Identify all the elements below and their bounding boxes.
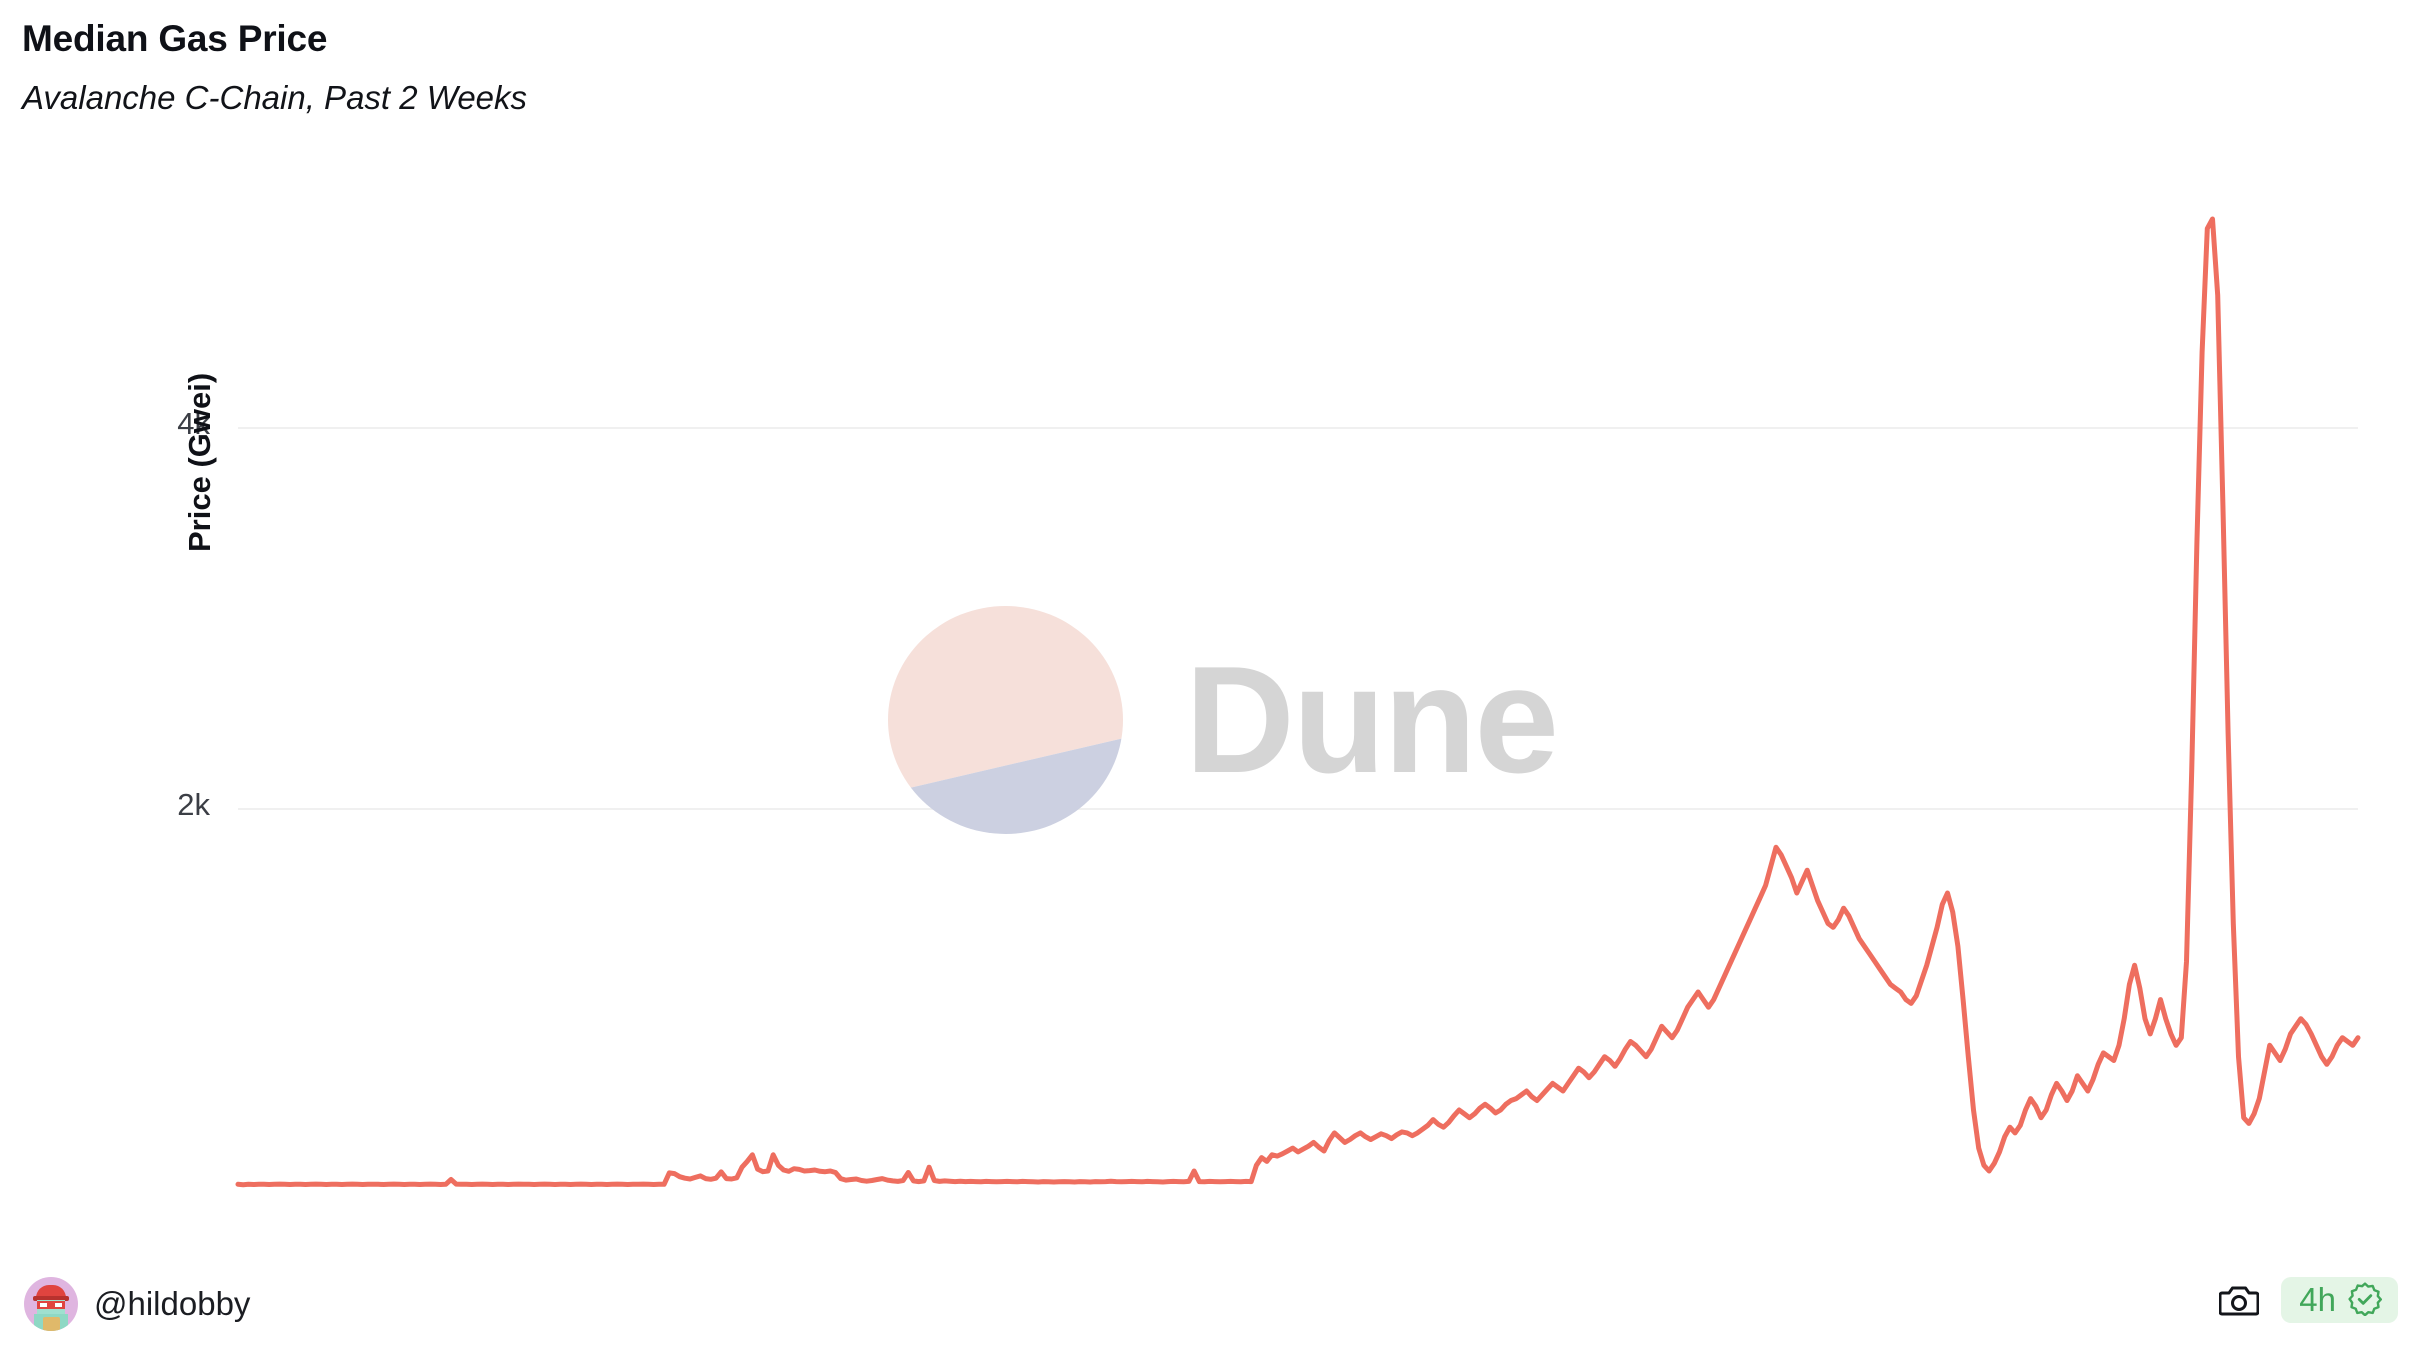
avatar	[24, 1277, 78, 1331]
series-line-median-gas-price	[238, 219, 2358, 1185]
verified-check-icon	[2348, 1282, 2382, 1317]
page-title: Median Gas Price	[22, 18, 328, 59]
chart-header: Median Gas Price Avalanche C-Chain, Past…	[22, 18, 527, 116]
y-axis-tick-2k: 2k	[177, 787, 210, 823]
gridline-4k	[238, 427, 2358, 430]
camera-icon[interactable]	[2218, 1283, 2260, 1317]
y-axis-title: Price (Gwei)	[182, 372, 217, 552]
y-axis-tick-4k: 4k	[177, 406, 210, 442]
footer-actions: 4h	[2218, 1277, 2398, 1323]
author-block[interactable]: @hildobby	[24, 1277, 250, 1331]
refresh-interval-label: 4h	[2299, 1280, 2336, 1318]
chart-footer: @hildobby 4h	[0, 1263, 2420, 1355]
line-series-chart	[238, 200, 2358, 1190]
refresh-interval-badge[interactable]: 4h	[2281, 1277, 2398, 1323]
gridline-2k	[238, 808, 2358, 811]
author-handle[interactable]: @hildobby	[94, 1285, 251, 1322]
chart-subtitle: Avalanche C-Chain, Past 2 Weeks	[22, 78, 528, 116]
